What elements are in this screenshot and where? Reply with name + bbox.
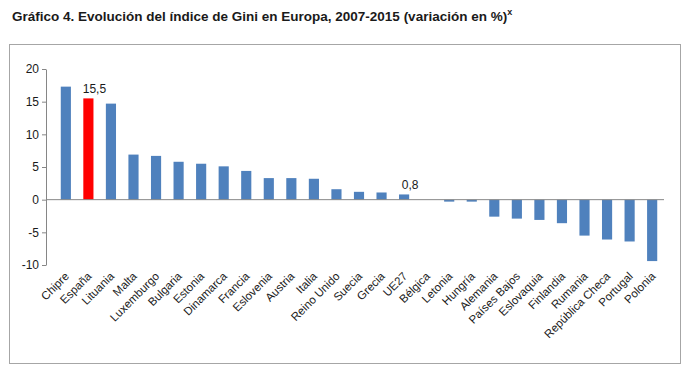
data-labels: 15,5 0,8 <box>83 82 419 192</box>
y-tick-mark <box>42 167 46 168</box>
y-tick-mark <box>42 200 46 201</box>
bar <box>61 87 71 200</box>
y-tick-mark <box>42 69 46 70</box>
y-tick: 10 <box>26 128 46 142</box>
bar <box>264 178 274 200</box>
y-tick-label: 20 <box>26 62 40 76</box>
y-tick-label: 0 <box>32 193 39 207</box>
bar <box>647 200 657 261</box>
bar <box>241 171 251 200</box>
bar <box>557 200 567 224</box>
title: Gráfico 4. Evolución del índice de Gini … <box>12 7 512 24</box>
y-axis-line <box>46 70 47 266</box>
y-tick-label: -10 <box>22 258 40 272</box>
y-tick-mark <box>42 134 46 135</box>
bar <box>83 98 93 199</box>
chart-border <box>10 45 681 364</box>
title-superscript: x <box>507 7 512 17</box>
data-label: 15,5 <box>83 82 107 96</box>
bar <box>376 192 386 199</box>
bar <box>512 200 522 219</box>
y-axis: -10 -5 0 5 10 15 20 <box>22 62 47 272</box>
y-tick-label: 15 <box>26 95 40 109</box>
y-tick: 15 <box>26 95 46 109</box>
bar <box>309 179 319 200</box>
bar <box>354 192 364 200</box>
x-axis-line <box>46 199 664 200</box>
x-tick-label: Polonia <box>622 270 658 306</box>
y-tick: 5 <box>32 160 46 174</box>
y-tick-label: 5 <box>32 160 39 174</box>
bar <box>196 164 206 200</box>
bars <box>61 87 657 261</box>
bar <box>489 200 499 217</box>
bar <box>151 156 161 200</box>
y-tick-label: 10 <box>26 128 40 142</box>
y-tick-mark <box>42 265 46 266</box>
title-text: Gráfico 4. Evolución del índice de Gini … <box>12 9 507 24</box>
bar <box>286 178 296 200</box>
bar <box>602 200 612 240</box>
y-tick: -5 <box>28 226 46 240</box>
x-tick-label: Austria <box>263 270 297 304</box>
bar <box>399 194 409 199</box>
y-tick: -10 <box>22 258 46 272</box>
x-tick-label: Grecia <box>355 270 388 303</box>
bar <box>174 162 184 200</box>
y-tick: 0 <box>32 193 46 207</box>
bar <box>219 166 229 199</box>
bar <box>331 189 341 199</box>
bar <box>625 200 635 242</box>
y-tick-mark <box>42 232 46 233</box>
y-tick-mark <box>42 102 46 103</box>
y-tick: 20 <box>26 62 46 76</box>
chart: Gráfico 4. Evolución del índice de Gini … <box>0 0 690 368</box>
bar <box>534 200 544 220</box>
bar <box>128 155 138 200</box>
y-tick-label: -5 <box>28 226 39 240</box>
data-label: 0,8 <box>402 178 419 192</box>
bar <box>106 104 116 200</box>
bar <box>579 200 589 236</box>
x-axis: ChipreEspañaLituaniaMaltaLuxemburgoBulga… <box>39 270 658 341</box>
